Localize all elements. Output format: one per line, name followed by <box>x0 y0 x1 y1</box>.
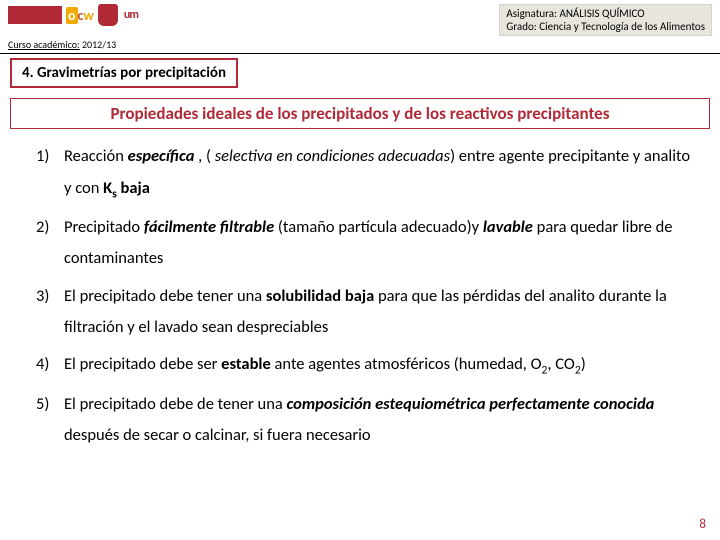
item-text: El precipitado debe de tener una composi… <box>64 389 696 452</box>
item-text: Precipitado fácilmente filtrable (tamaño… <box>64 212 696 275</box>
item-number: 2) <box>36 212 64 275</box>
page-number: 8 <box>699 517 706 532</box>
list-item: 3)El precipitado debe tener una solubili… <box>36 281 696 344</box>
list-item: 5)El precipitado debe de tener una compo… <box>36 389 696 452</box>
logo-group: ocw um <box>8 4 138 26</box>
curso-year: 2012/13 <box>82 38 116 51</box>
um-text: um <box>124 8 138 22</box>
university-logo-box <box>8 6 62 24</box>
list-item: 4)El precipitado debe ser estable ante a… <box>36 349 696 382</box>
header-divider <box>0 53 720 54</box>
ocw-o-icon: o <box>66 7 78 24</box>
grado-label: Grado: Ciencia y Tecnología de los Alime… <box>506 20 705 33</box>
ocw-w-icon: w <box>83 7 93 24</box>
item-text: El precipitado debe tener una solubilida… <box>64 281 696 344</box>
properties-list: 1)Reacción específica , ( selectiva en c… <box>0 141 720 451</box>
list-item: 2)Precipitado fácilmente filtrable (tama… <box>36 212 696 275</box>
list-item: 1)Reacción específica , ( selectiva en c… <box>36 141 696 206</box>
curso-line: Curso académico: 2012/13 <box>0 38 720 53</box>
um-shield-icon <box>98 4 118 26</box>
header-row: ocw um Asignatura: ANÁLISIS QUÍMICO Grad… <box>0 0 720 36</box>
item-text: El precipitado debe ser estable ante age… <box>64 349 696 382</box>
curso-label: Curso académico: <box>8 38 80 51</box>
item-number: 1) <box>36 141 64 206</box>
course-info-box: Asignatura: ANÁLISIS QUÍMICO Grado: Cien… <box>499 4 712 36</box>
item-text: Reacción específica , ( selectiva en con… <box>64 141 696 206</box>
item-number: 5) <box>36 389 64 452</box>
item-number: 3) <box>36 281 64 344</box>
asignatura-label: Asignatura: ANÁLISIS QUÍMICO <box>506 7 705 20</box>
item-number: 4) <box>36 349 64 382</box>
wide-title-box: Propiedades ideales de los precipitados … <box>10 98 710 129</box>
ocw-logo: ocw <box>66 7 94 24</box>
slide: ocw um Asignatura: ANÁLISIS QUÍMICO Grad… <box>0 0 720 540</box>
section-tab: 4. Gravimetrías por precipitación <box>10 58 238 88</box>
